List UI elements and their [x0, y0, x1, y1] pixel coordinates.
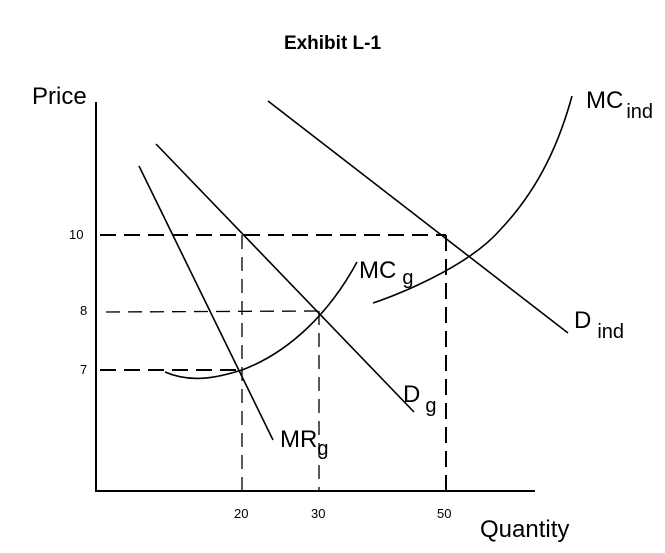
industry-marginal-cost-label: MC ind — [586, 87, 653, 123]
price-tick-7: 7 — [80, 362, 87, 377]
industry-marginal-cost-curve — [372, 95, 573, 304]
quantity-tick-50: 50 — [437, 506, 451, 521]
group-demand-curve — [155, 143, 415, 413]
group-marginal-cost-label: MC g — [359, 257, 413, 289]
group-marginal-cost-curve — [164, 261, 358, 380]
quantity-axis-label: Quantity — [480, 516, 569, 543]
group-marginal-revenue-curve — [138, 165, 274, 441]
industry-demand-curve — [267, 100, 569, 334]
group-marginal-revenue-label: MRg — [280, 426, 328, 460]
price-tick-10: 10 — [69, 227, 83, 242]
figure-title: Exhibit L-1 — [283, 33, 382, 54]
quantity-tick-20: 20 — [234, 506, 248, 521]
quantity-tick-30: 30 — [311, 506, 325, 521]
price-axis-label: Price — [32, 83, 87, 110]
price-8-guide-line — [105, 310, 320, 313]
price-tick-8: 8 — [80, 303, 87, 318]
